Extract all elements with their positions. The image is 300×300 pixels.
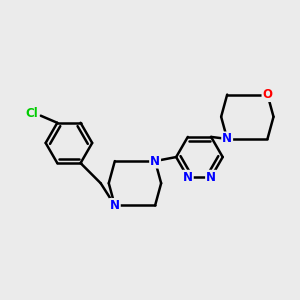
Text: N: N	[183, 171, 193, 184]
Text: O: O	[262, 88, 272, 101]
Text: N: N	[110, 199, 120, 212]
Text: N: N	[222, 132, 232, 146]
Text: N: N	[150, 154, 160, 168]
Text: N: N	[206, 171, 216, 184]
Text: Cl: Cl	[26, 107, 38, 120]
